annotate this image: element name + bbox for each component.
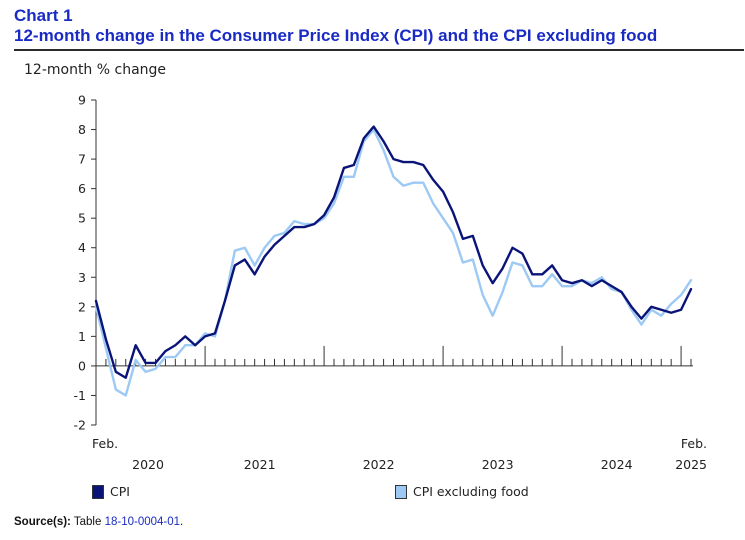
- legend-item-cpi[interactable]: CPI: [92, 484, 130, 499]
- source-link[interactable]: 18-10-0004-01: [104, 516, 181, 528]
- legend-swatch-cpi: [92, 484, 104, 499]
- x-year-label: 2021: [244, 457, 276, 472]
- y-tick-label: 7: [78, 152, 86, 167]
- series-line-cpi-ex-food: [94, 128, 693, 397]
- x-year-label: 2023: [482, 457, 514, 472]
- y-tick-label: 3: [78, 270, 86, 285]
- chart-axes: -2 -1 0 1 2 3 4 5 6 7 8 9: [74, 93, 693, 433]
- chart-header: Chart 1 12-month change in the Consumer …: [14, 6, 734, 46]
- source-text: Table: [73, 516, 102, 528]
- x-year-label: 2020: [132, 457, 164, 472]
- x-year-label: 2025: [675, 457, 707, 472]
- legend-label-cpi-ex-food: CPI excluding food: [413, 484, 529, 499]
- legend-swatch-cpi-ex-food: [395, 484, 407, 499]
- legend-item-cpi-ex-food[interactable]: CPI excluding food: [395, 484, 529, 499]
- y-tick-label: -2: [74, 418, 86, 433]
- source-label: Source(s):: [14, 516, 71, 528]
- chart-title: 12-month change in the Consumer Price In…: [14, 26, 658, 45]
- header-rule: [14, 49, 744, 51]
- y-tick-label: 9: [78, 93, 86, 108]
- series-line-cpi: [94, 125, 693, 379]
- chart-series: [94, 125, 693, 397]
- source-period: .: [180, 516, 184, 528]
- year-labels: 2020 2021 2022 2023 2024 2025: [132, 457, 707, 472]
- x-year-label: 2022: [363, 457, 395, 472]
- x-start-label: Feb.: [92, 436, 118, 451]
- y-tick-label: 2: [78, 299, 86, 314]
- y-tick-label: 5: [78, 211, 86, 226]
- y-axis-label: 12-month % change: [24, 62, 167, 78]
- y-tick-label: 1: [78, 329, 86, 344]
- x-end-label: Feb.: [681, 436, 707, 451]
- source-note: Source(s): Table 18-10-0004-01.: [14, 516, 183, 528]
- y-tick-label: 4: [78, 240, 86, 255]
- legend-label-cpi: CPI: [110, 484, 130, 499]
- y-tick-label: 8: [78, 122, 86, 137]
- y-tick-label: -1: [74, 388, 86, 403]
- y-tick-label: 6: [78, 181, 86, 196]
- chart-number: Chart 1: [14, 6, 73, 25]
- y-tick-label: 0: [78, 358, 86, 373]
- x-year-label: 2024: [601, 457, 633, 472]
